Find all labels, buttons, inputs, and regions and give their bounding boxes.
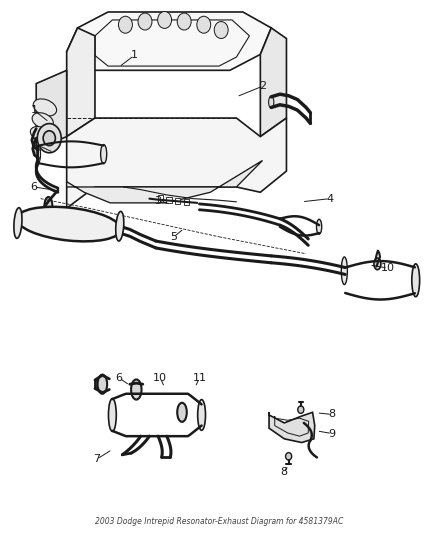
Ellipse shape bbox=[298, 406, 304, 414]
Polygon shape bbox=[67, 118, 286, 208]
Ellipse shape bbox=[286, 453, 292, 460]
Ellipse shape bbox=[412, 264, 420, 297]
Text: 6: 6 bbox=[31, 182, 38, 192]
Text: 1: 1 bbox=[131, 51, 138, 60]
Ellipse shape bbox=[341, 257, 347, 285]
Ellipse shape bbox=[116, 212, 124, 241]
Polygon shape bbox=[67, 12, 271, 70]
Ellipse shape bbox=[14, 208, 22, 238]
Ellipse shape bbox=[268, 96, 274, 108]
Circle shape bbox=[214, 21, 228, 38]
Text: 10: 10 bbox=[381, 263, 395, 273]
Ellipse shape bbox=[32, 113, 53, 128]
Circle shape bbox=[138, 13, 152, 30]
Text: 7: 7 bbox=[94, 454, 101, 464]
Circle shape bbox=[197, 16, 211, 33]
Text: 3: 3 bbox=[155, 196, 162, 206]
Bar bbox=[175, 198, 180, 204]
Ellipse shape bbox=[177, 403, 187, 422]
Ellipse shape bbox=[37, 124, 61, 153]
Ellipse shape bbox=[109, 399, 116, 431]
Circle shape bbox=[118, 16, 132, 33]
Bar bbox=[184, 199, 189, 205]
Ellipse shape bbox=[317, 219, 322, 234]
Ellipse shape bbox=[131, 379, 141, 400]
Text: 10: 10 bbox=[153, 373, 167, 383]
Text: 8: 8 bbox=[328, 409, 336, 419]
Circle shape bbox=[158, 12, 172, 28]
Text: 8: 8 bbox=[280, 467, 287, 477]
Ellipse shape bbox=[45, 197, 52, 214]
Polygon shape bbox=[260, 28, 286, 136]
Ellipse shape bbox=[33, 99, 57, 116]
Text: 9: 9 bbox=[328, 429, 336, 439]
Text: 1: 1 bbox=[31, 105, 38, 115]
Polygon shape bbox=[67, 28, 95, 136]
Text: 2: 2 bbox=[259, 81, 266, 91]
Ellipse shape bbox=[36, 146, 41, 163]
Bar bbox=[166, 197, 172, 203]
Ellipse shape bbox=[198, 400, 205, 430]
Text: 6: 6 bbox=[115, 373, 122, 383]
Circle shape bbox=[177, 13, 191, 30]
Polygon shape bbox=[67, 160, 262, 203]
Text: 5: 5 bbox=[170, 232, 177, 243]
Ellipse shape bbox=[30, 126, 51, 141]
Ellipse shape bbox=[43, 131, 55, 146]
Ellipse shape bbox=[17, 207, 121, 241]
Ellipse shape bbox=[98, 375, 107, 394]
Polygon shape bbox=[269, 413, 315, 442]
Text: 2003 Dodge Intrepid Resonator-Exhaust Diagram for 4581379AC: 2003 Dodge Intrepid Resonator-Exhaust Di… bbox=[95, 518, 343, 526]
Ellipse shape bbox=[101, 144, 107, 164]
Text: 2: 2 bbox=[31, 139, 38, 149]
Text: 4: 4 bbox=[326, 193, 334, 204]
Ellipse shape bbox=[374, 258, 381, 270]
Bar bbox=[158, 196, 163, 202]
Text: 11: 11 bbox=[192, 373, 206, 383]
Polygon shape bbox=[36, 70, 67, 150]
